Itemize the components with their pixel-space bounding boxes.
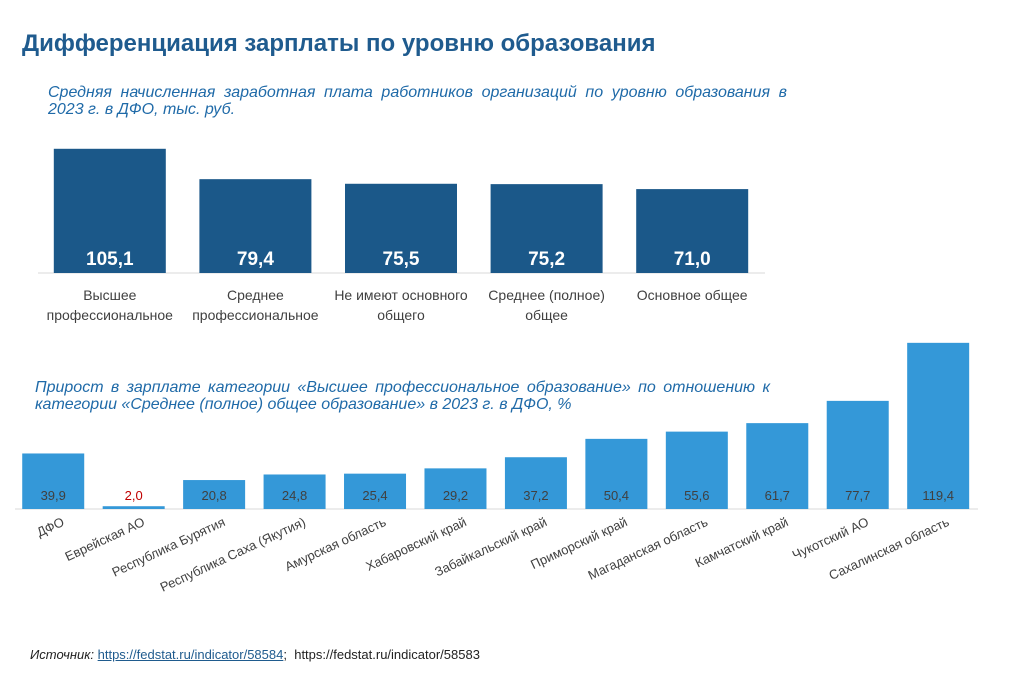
bar [636,189,749,273]
value-label: 37,2 [523,488,548,503]
value-label: 71,0 [674,249,711,270]
bar [344,473,407,509]
source-link: https://fedstat.ru/indicator/58583 [294,647,480,662]
page-title: Дифференциация зарплаты по уровню образо… [22,30,656,57]
value-label: 25,4 [362,488,387,503]
bar [746,423,809,509]
bar [490,184,603,273]
bar [53,148,166,273]
x-tick-label: Высшее профессиональное [46,287,173,323]
x-tick-label: Среднее профессиональное [192,287,319,323]
value-label: 55,6 [684,488,709,503]
x-tick-label: Основное общее [636,287,748,303]
source-link[interactable]: https://fedstat.ru/indicator/58584 [97,647,284,662]
value-label: 61,7 [765,488,790,503]
bar [424,468,487,509]
source: Источник: https://fedstat.ru/indicator/5… [30,647,480,662]
chart-title: Прирост в зарплате категории «Высшее про… [35,379,770,413]
x-tick-label: ДФО [34,514,66,540]
x-tick-label: Среднее (полное) общее [488,287,605,323]
bar [102,506,165,509]
value-label: 105,1 [86,249,134,270]
bar [263,474,326,509]
source-label: Источник: [30,647,94,662]
separator: ; [283,647,287,662]
x-tick-label: Республика Саха (Якутия) [158,514,308,595]
value-label: 39,9 [41,488,66,503]
value-label: 119,4 [922,488,954,503]
bar [907,342,970,509]
bar [665,431,728,509]
value-label: 24,8 [282,488,307,503]
bar [22,453,85,509]
x-tick-label: Не имеют основного общего [334,287,468,323]
value-label: 2,0 [125,488,143,503]
value-label: 50,4 [604,488,629,503]
bar [585,438,648,509]
value-label: 75,2 [528,249,565,270]
bar [199,179,312,273]
value-label: 75,5 [383,249,420,270]
bar [183,480,246,509]
bar [826,400,889,509]
bar [345,183,457,273]
value-label: 20,8 [201,488,226,503]
bar [504,457,567,509]
chart-title: Средняя начисленная заработная плата раб… [48,84,787,118]
value-label: 29,2 [443,488,468,503]
value-label: 77,7 [845,488,870,503]
value-label: 79,4 [237,249,274,270]
